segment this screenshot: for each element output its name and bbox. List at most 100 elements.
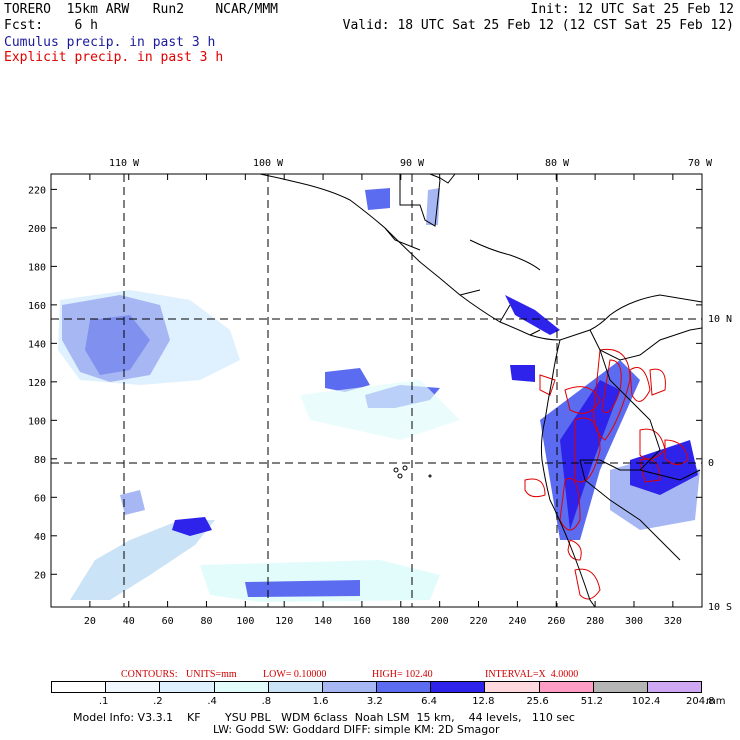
precip-area-southwest <box>70 520 215 600</box>
border-venezuela <box>589 327 702 361</box>
x-tick-label: 40 <box>123 616 135 627</box>
borders <box>384 174 541 336</box>
precip-andes-core <box>560 380 620 530</box>
contour <box>574 417 601 483</box>
colorbar-value: .2 <box>153 696 163 707</box>
precip-field <box>58 188 700 602</box>
colorbar-value: 204.8 <box>686 696 715 707</box>
x-tick-label: 20 <box>84 616 96 627</box>
colorbar-swatch <box>431 682 486 692</box>
x-tick-label: 320 <box>664 616 682 627</box>
colorbar-value: 25.6 <box>526 696 549 707</box>
lat-label: 10 N <box>708 314 732 325</box>
border-colombia <box>580 349 661 471</box>
x-tick-label: 160 <box>353 616 371 627</box>
precip-area-central <box>300 380 460 440</box>
lon-label: 100 W <box>253 158 284 169</box>
precip-blob-5 <box>365 188 390 210</box>
contour <box>649 368 666 396</box>
x-tick-label: 220 <box>469 616 487 627</box>
y-tick-label: 220 <box>28 185 46 196</box>
precip-blob-1 <box>120 490 145 515</box>
coastline-caribbean <box>469 239 541 271</box>
colorbar-value: 3.2 <box>366 696 383 707</box>
cumulus-legend: Cumulus precip. in past 3 h <box>4 35 216 50</box>
y-tick-labels: 20 40 60 80 100 120 140 160 180 200 220 <box>28 185 46 581</box>
x-tick-label: 260 <box>547 616 565 627</box>
contour <box>639 458 661 483</box>
y-tick-label: 80 <box>34 455 46 466</box>
colorbar-value: 51.2 <box>580 696 603 707</box>
precip-blob-4 <box>510 365 535 382</box>
y-ticks <box>51 188 702 575</box>
colorbar-value: 12.8 <box>472 696 495 707</box>
model-info-line2: LW: Godd SW: Goddard DIFF: simple KM: 2D… <box>213 723 500 736</box>
colorbar-value: .1 <box>98 696 109 707</box>
colorbar-value: .8 <box>261 696 272 707</box>
colorbar-swatch <box>647 682 702 692</box>
contour <box>664 439 689 465</box>
contour <box>559 477 581 531</box>
colorbar-value: 6.4 <box>421 696 438 707</box>
y-tick-label: 200 <box>28 224 46 235</box>
coastlines <box>259 174 702 607</box>
x-tick-label: 100 <box>236 616 254 627</box>
plot-frame <box>50 173 703 608</box>
y-tick-label: 180 <box>28 262 46 273</box>
header-line1: TORERO 15km ARW Run2 NCAR/MMM <box>4 3 278 17</box>
precip-core-west-2 <box>85 315 150 375</box>
colorbar-swatch <box>539 682 594 692</box>
colorbar-value: 1.6 <box>312 696 329 707</box>
y-tick-label: 160 <box>28 301 46 312</box>
x-tick-label: 200 <box>431 616 449 627</box>
x-tick-label: 80 <box>200 616 212 627</box>
contour <box>593 348 631 441</box>
precip-blob-2 <box>325 368 370 392</box>
x-tick-label: 240 <box>508 616 526 627</box>
colorbar-value: 102.4 <box>631 696 661 707</box>
y-tick-label: 100 <box>28 416 46 427</box>
precip-core-southwest <box>172 517 212 536</box>
colorbar-swatch <box>485 682 540 692</box>
colorbar-swatch <box>106 682 161 692</box>
y-tick-label: 20 <box>34 570 46 581</box>
lon-label: 110 W <box>109 158 140 169</box>
coastline-yucatan <box>429 174 456 184</box>
lat-label: 10 S <box>708 602 732 613</box>
contour <box>629 367 651 402</box>
colorbar-swatch <box>268 682 323 692</box>
org-label: NCAR/MMM <box>215 2 278 17</box>
x-tick-label: 120 <box>275 616 293 627</box>
x-tick-label: 280 <box>586 616 604 627</box>
contour <box>564 386 601 414</box>
y-tick-label: 120 <box>28 378 46 389</box>
x-tick-label: 140 <box>314 616 332 627</box>
y-tick-label: 140 <box>28 339 46 350</box>
precip-band-south <box>245 580 360 597</box>
colorbar-swatch <box>160 682 215 692</box>
colorbar-swatch <box>593 682 648 692</box>
y-tick-label: 40 <box>34 532 46 543</box>
galapagos <box>393 467 399 473</box>
colorbar-unit: mm <box>706 696 726 707</box>
border-brazil <box>639 469 701 481</box>
y-tick-label: 60 <box>34 493 46 504</box>
coastline-pacific-central-america <box>259 174 702 341</box>
x-tick-label: 300 <box>625 616 643 627</box>
colorbar-swatch <box>322 682 378 692</box>
contour <box>567 539 582 561</box>
precip-panama <box>505 295 560 335</box>
precip-blob-6 <box>426 188 440 225</box>
x-ticks <box>89 174 674 607</box>
forecast-hour: Fcst: 6 h <box>4 18 98 33</box>
latlon-grid <box>51 174 702 607</box>
colorbar <box>51 681 702 693</box>
x-tick-labels: 20 40 60 80 100 120 140 160 180 200 220 240 260 280 30… <box>84 616 682 627</box>
x-tick-label: 60 <box>162 616 174 627</box>
model-info-line1: Model Info: V3.3.1 KF YSU PBL WDM 6class… <box>73 711 575 724</box>
init-time: Init: 12 UTC Sat 25 Feb 12 <box>530 2 735 17</box>
lon-label: 70 W <box>688 158 713 169</box>
contour <box>574 568 601 600</box>
explicit-legend: Explicit precip. in past 3 h <box>4 50 224 65</box>
